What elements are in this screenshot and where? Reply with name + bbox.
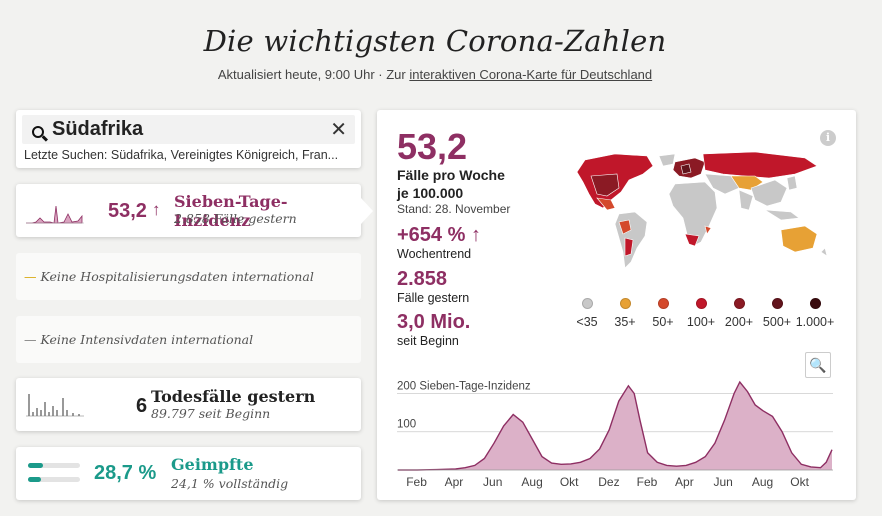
x-tick-label: Jun (483, 475, 502, 489)
incidence-area (398, 382, 832, 470)
full-dose-bar (28, 477, 80, 482)
vaccination-label: Geimpfte (171, 455, 254, 474)
legend-label: 1.000+ (795, 315, 835, 329)
vaccination-sub: 24,1 % vollständig (171, 476, 289, 491)
incidence-chart: 100 200 Sieben-Tage-Inzidenz Feb Apr Jun Aug O… (397, 380, 833, 489)
subtitle: Aktualisiert heute, 9:00 Uhr · Zur inter… (0, 67, 870, 82)
legend-dot (657, 298, 669, 309)
recent-searches[interactable]: Letzte Suchen: Südafrika, Vereinigtes Kö… (24, 148, 339, 162)
incidence-sub: 2.858 Fälle gestern (174, 211, 297, 226)
deaths-value: 6 (136, 395, 148, 417)
incidence-line (398, 380, 833, 471)
deaths-row[interactable]: 6 Todesfälle gestern 89.797 seit Beginn (16, 378, 361, 431)
incidence-row[interactable]: 53,2 ↑ Sieben-Tage-Inzidenz 2.858 Fälle … (16, 184, 373, 237)
legend-label: <35 (576, 315, 598, 329)
vaccination-row[interactable]: 28,7 % Geimpfte 24,1 % vollständig (16, 447, 361, 500)
page-title: Die wichtigsten Corona-Zahlen (203, 24, 667, 58)
legend-item: 500+ (757, 298, 797, 329)
legend-item: 1.000+ (795, 298, 835, 329)
main-incidence-unit: Fälle pro Woche je 100.000 (397, 167, 505, 201)
corona-map-link[interactable]: interaktiven Corona-Karte für Deutschlan… (409, 67, 653, 82)
country-search: Südafrika ✕ Letzte Suchen: Südafrika, Ve… (16, 110, 361, 168)
legend-label: 100+ (686, 315, 716, 329)
deaths-label: Todesfälle gestern (151, 387, 316, 406)
hospital-row: — Keine Hospitalisierungsdaten internati… (16, 253, 361, 300)
legend-item: 200+ (719, 298, 759, 329)
x-tick-label: Dez (598, 475, 619, 489)
legend-dot (733, 298, 745, 309)
week-trend-label: Wochentrend (397, 247, 472, 261)
deaths-sparkline (26, 394, 84, 417)
detail-panel: i 53,2 Fälle pro Woche je 100.000 Stand: … (377, 110, 856, 500)
map-legend: <35 35+ 50+ 100+ 200+ 500+ 1.000+ (567, 298, 837, 332)
x-tick-label: Feb (406, 475, 427, 489)
legend-item: 100+ (681, 298, 721, 329)
legend-label: 50+ (652, 315, 674, 329)
legend-dot (771, 298, 783, 309)
legend-label: 35+ (614, 315, 636, 329)
week-trend-value: +654 % ↑ (397, 224, 481, 246)
legend-dot (695, 298, 707, 309)
main-incidence-value: 53,2 (397, 126, 468, 167)
info-icon[interactable]: i (820, 130, 836, 146)
x-tick-label: Okt (790, 475, 809, 489)
close-icon[interactable]: ✕ (330, 119, 347, 141)
search-icon (32, 126, 44, 138)
legend-dot (581, 298, 593, 309)
x-tick-label: Jun (713, 475, 732, 489)
first-dose-bar (28, 463, 80, 468)
selected-pointer (361, 198, 373, 224)
zoom-icon[interactable]: 🔍 (805, 352, 831, 378)
x-tick-label: Apr (445, 475, 464, 489)
world-map[interactable] (555, 148, 830, 274)
x-tick-label: Aug (521, 475, 542, 489)
trend-up-icon: ↑ (470, 224, 481, 246)
y-gridline-label: 100 (397, 419, 416, 431)
cases-yesterday-label: Fälle gestern (397, 291, 470, 305)
x-tick-label: Feb (637, 475, 658, 489)
search-input[interactable]: Südafrika (52, 118, 144, 140)
x-tick-label: Apr (675, 475, 694, 489)
total-cases-value: 3,0 Mio. (397, 311, 471, 333)
icu-nodata: — Keine Intensivdaten international (24, 332, 254, 347)
deaths-sub: 89.797 seit Beginn (151, 406, 271, 421)
total-cases-label: seit Beginn (397, 334, 459, 348)
legend-dot (809, 298, 821, 309)
legend-dot (619, 298, 631, 309)
legend-label: 500+ (762, 315, 792, 329)
legend-label: 200+ (724, 315, 754, 329)
incidence-value: 53,2 (108, 200, 147, 222)
legend-item: 35+ (605, 298, 645, 329)
x-tick-label: Aug (752, 475, 773, 489)
updated-text: Aktualisiert heute, 9:00 Uhr · Zur (217, 67, 410, 82)
incidence-label: Sieben-Tage-Inzidenz (174, 192, 288, 230)
legend-item: <35 (567, 298, 607, 329)
trend-up-icon: ↑ (152, 200, 161, 219)
x-tick-label: Okt (560, 475, 579, 489)
stand-date: Stand: 28. November (397, 202, 511, 216)
cases-yesterday-value: 2.858 (397, 268, 448, 290)
incidence-sparkline (26, 205, 84, 224)
vaccination-value: 28,7 % (94, 462, 157, 484)
search-box[interactable]: Südafrika ✕ (22, 115, 355, 144)
y-gridline-label: 200 Sieben-Tage-Inzidenz (397, 380, 531, 392)
hospital-nodata: — Keine Hospitalisierungsdaten internati… (24, 269, 314, 284)
legend-item: 50+ (643, 298, 683, 329)
icu-row: — Keine Intensivdaten international (16, 316, 361, 363)
